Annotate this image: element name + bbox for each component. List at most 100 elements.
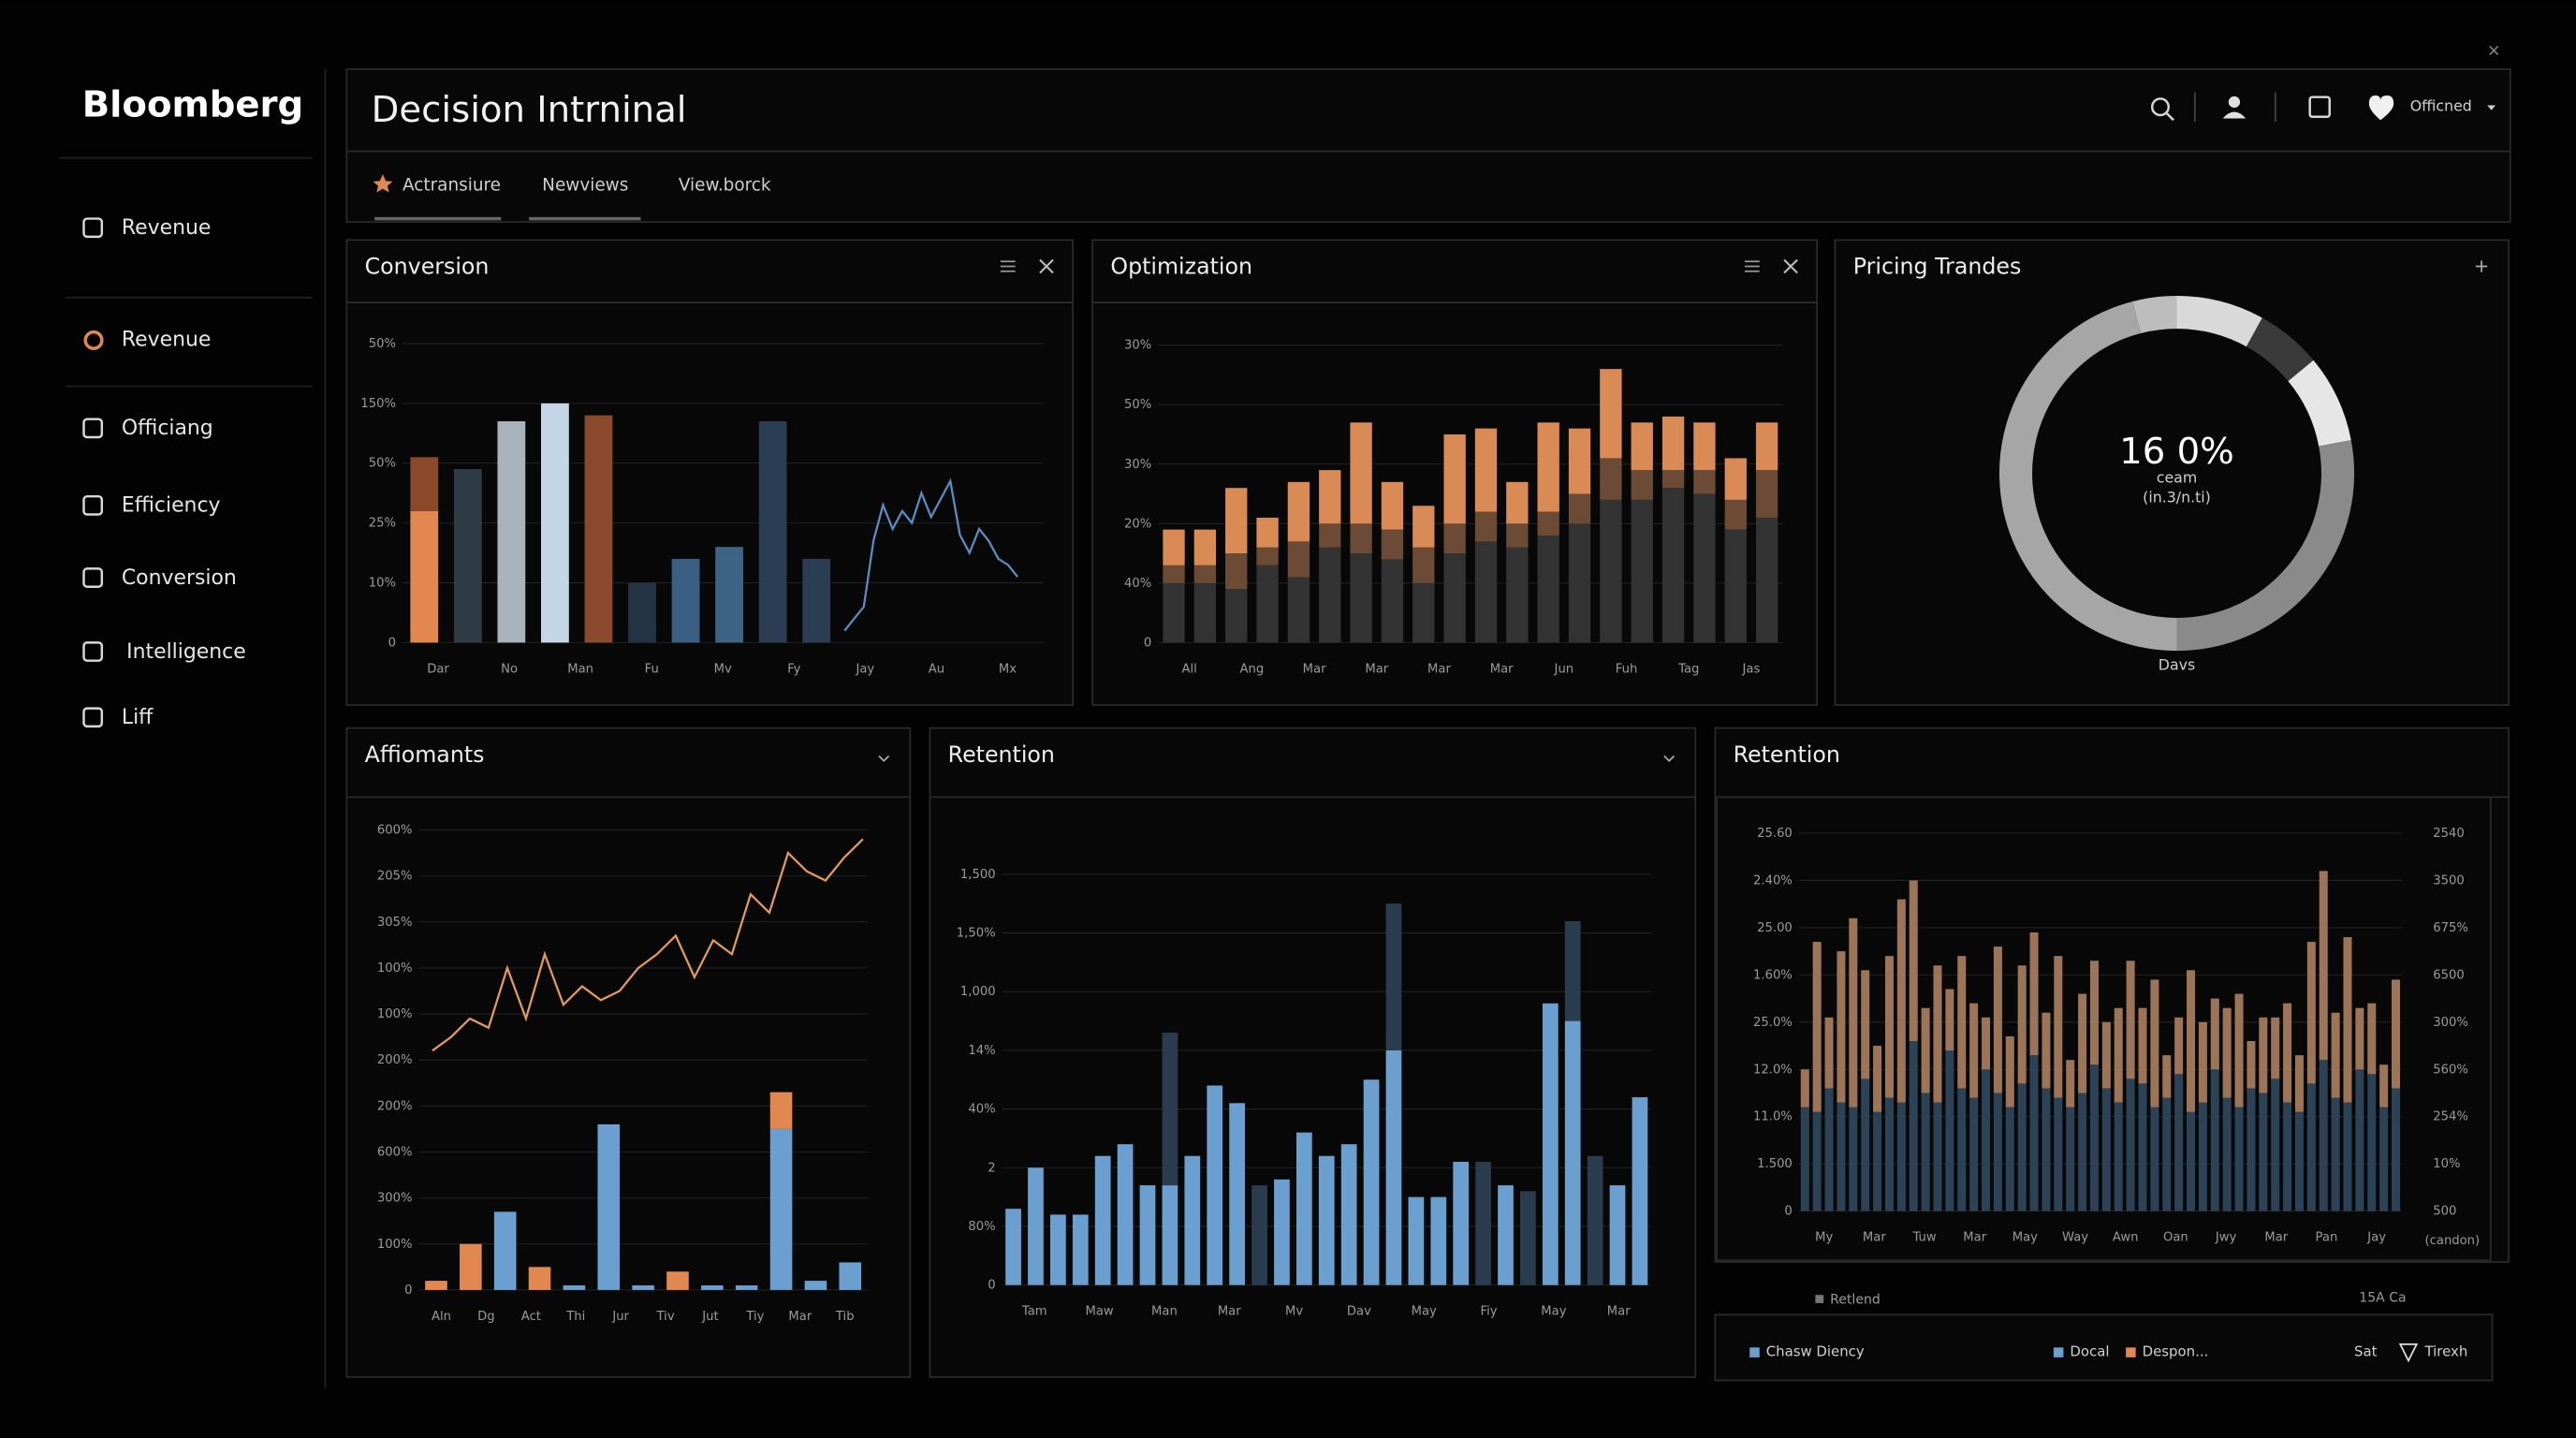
bar-segment	[1498, 1185, 1514, 1285]
bar-segment	[2126, 961, 2135, 1079]
x-tick-label: All	[1182, 662, 1197, 676]
y-tick-label: 560%	[2433, 1063, 2468, 1077]
bar-segment	[1193, 529, 1217, 565]
bar-segment	[1350, 523, 1372, 554]
bar-segment	[2379, 1064, 2389, 1108]
x-tick-label: Dav	[1347, 1305, 1371, 1319]
bar-segment	[1982, 1069, 1991, 1211]
y-tick-label: 205%	[377, 870, 413, 884]
bar-segment	[1812, 942, 1822, 1112]
bar-segment	[2222, 1097, 2232, 1211]
y-tick-label: 0	[404, 1284, 412, 1298]
bar-segment	[2259, 1017, 2268, 1093]
x-tick-label: Dg	[477, 1310, 494, 1324]
bar-segment	[1163, 565, 1185, 583]
bar-segment	[2283, 1003, 2292, 1103]
collapse-icon[interactable]	[1663, 755, 1676, 762]
bar-segment	[2331, 1097, 2340, 1211]
x-tick-label: Jas	[1742, 662, 1761, 676]
sidebar-item[interactable]: Intelligence	[126, 640, 246, 664]
x-tick-label: May	[1412, 1305, 1437, 1319]
footer-action[interactable]: Tirexh	[2424, 1343, 2468, 1360]
sidebar-item[interactable]: Officiang	[122, 417, 213, 440]
close-icon[interactable]	[1783, 258, 1798, 274]
x-tick-label: Jwy	[2215, 1231, 2237, 1245]
close-window[interactable]: ×	[2487, 42, 2501, 61]
bar-segment	[1229, 1103, 1245, 1285]
bar-segment	[410, 457, 439, 511]
donut-center-label: ceam	[2157, 468, 2197, 486]
tab[interactable]: View.borck	[679, 175, 771, 195]
legend-label[interactable]: Docal	[2070, 1343, 2109, 1360]
legend-label: 15A Ca	[2359, 1291, 2406, 1306]
bar-segment	[1474, 511, 1498, 542]
bar-segment	[1909, 1041, 1918, 1211]
bar-segment	[1443, 523, 1466, 554]
x-tick-label: Man	[1151, 1305, 1178, 1319]
tab[interactable]: Newviews	[542, 175, 628, 195]
panel-title: Retention	[1734, 741, 1840, 768]
legend-label[interactable]: Chasw Diency	[1766, 1343, 1865, 1360]
bar-segment	[1225, 488, 1248, 554]
bar-segment	[2355, 1007, 2364, 1070]
bar-segment	[1933, 965, 1942, 1103]
bar-segment	[1837, 951, 1846, 1103]
bar-segment	[1193, 565, 1217, 583]
bar-segment	[2042, 1012, 2051, 1089]
bar-segment	[2392, 1088, 2401, 1211]
bar-segment	[2054, 956, 2063, 1098]
add-icon[interactable]	[2475, 260, 2488, 272]
y-tick-label: 100%	[377, 1007, 413, 1021]
x-tick-label: Mar	[1218, 1305, 1241, 1319]
x-tick-label: No	[501, 662, 518, 676]
sidebar-item[interactable]: Revenue	[122, 328, 211, 351]
collapse-icon[interactable]	[878, 755, 890, 762]
bar-segment	[1884, 956, 1894, 1098]
x-tick-label: Jun	[1554, 662, 1574, 676]
sidebar-item[interactable]: Efficiency	[122, 494, 221, 518]
y-tick-label: 25.60	[1757, 827, 1793, 841]
y-tick-label: 1.500	[1757, 1157, 1793, 1171]
bar-segment	[1256, 517, 1279, 548]
tab[interactable]: Actransiure	[402, 175, 501, 195]
sidebar-icon	[82, 567, 104, 588]
y-tick-label: 30%	[1124, 458, 1151, 472]
bar-segment	[1631, 470, 1653, 500]
close-icon[interactable]	[1039, 258, 1054, 274]
bar-segment	[2198, 1021, 2207, 1103]
bar-segment	[2126, 1078, 2135, 1211]
y-tick-label: 20%	[1124, 517, 1151, 531]
sidebar-item[interactable]: Conversion	[122, 566, 237, 590]
bar-segment	[1587, 1155, 1603, 1285]
user-menu[interactable]: Officned	[2410, 97, 2472, 115]
bar-segment	[1139, 1185, 1156, 1285]
bar-segment	[2162, 1055, 2172, 1098]
legend-label[interactable]: Despon...	[2143, 1343, 2209, 1360]
bar-segment	[2247, 1088, 2256, 1211]
filter-icon[interactable]	[2398, 1343, 2419, 1363]
bar-segment	[1412, 506, 1435, 548]
y-tick-label: 1,50%	[957, 927, 996, 941]
x-tick-label: Jay	[2366, 1231, 2386, 1245]
bar-segment	[1274, 1179, 1290, 1285]
bar-segment	[1661, 488, 1685, 643]
expand-icon[interactable]	[2308, 95, 2331, 118]
y-tick-label: 25.00	[1757, 921, 1793, 935]
bar-segment	[2005, 1035, 2014, 1108]
bar-segment	[1632, 1097, 1648, 1285]
search-icon[interactable]	[2150, 97, 2170, 117]
sidebar-item[interactable]: Revenue	[122, 216, 211, 240]
brand: Bloomberg	[82, 84, 303, 126]
x-axis-label: Davs	[2159, 655, 2195, 673]
heart-icon[interactable]	[2368, 95, 2394, 121]
y-tick-label: 200%	[377, 1099, 413, 1113]
y-tick-label: 300%	[377, 1192, 413, 1206]
x-tick-label: Maw	[1086, 1305, 1114, 1319]
user-icon[interactable]	[2228, 95, 2241, 109]
chart-frame	[1716, 796, 2492, 1262]
x-tick-label: Mar	[1427, 662, 1451, 676]
footer-sat[interactable]: Sat	[2354, 1343, 2378, 1360]
sidebar-item[interactable]: Liff	[122, 706, 154, 729]
dropdown-caret	[2487, 105, 2496, 110]
bar-segment	[2138, 1007, 2147, 1084]
